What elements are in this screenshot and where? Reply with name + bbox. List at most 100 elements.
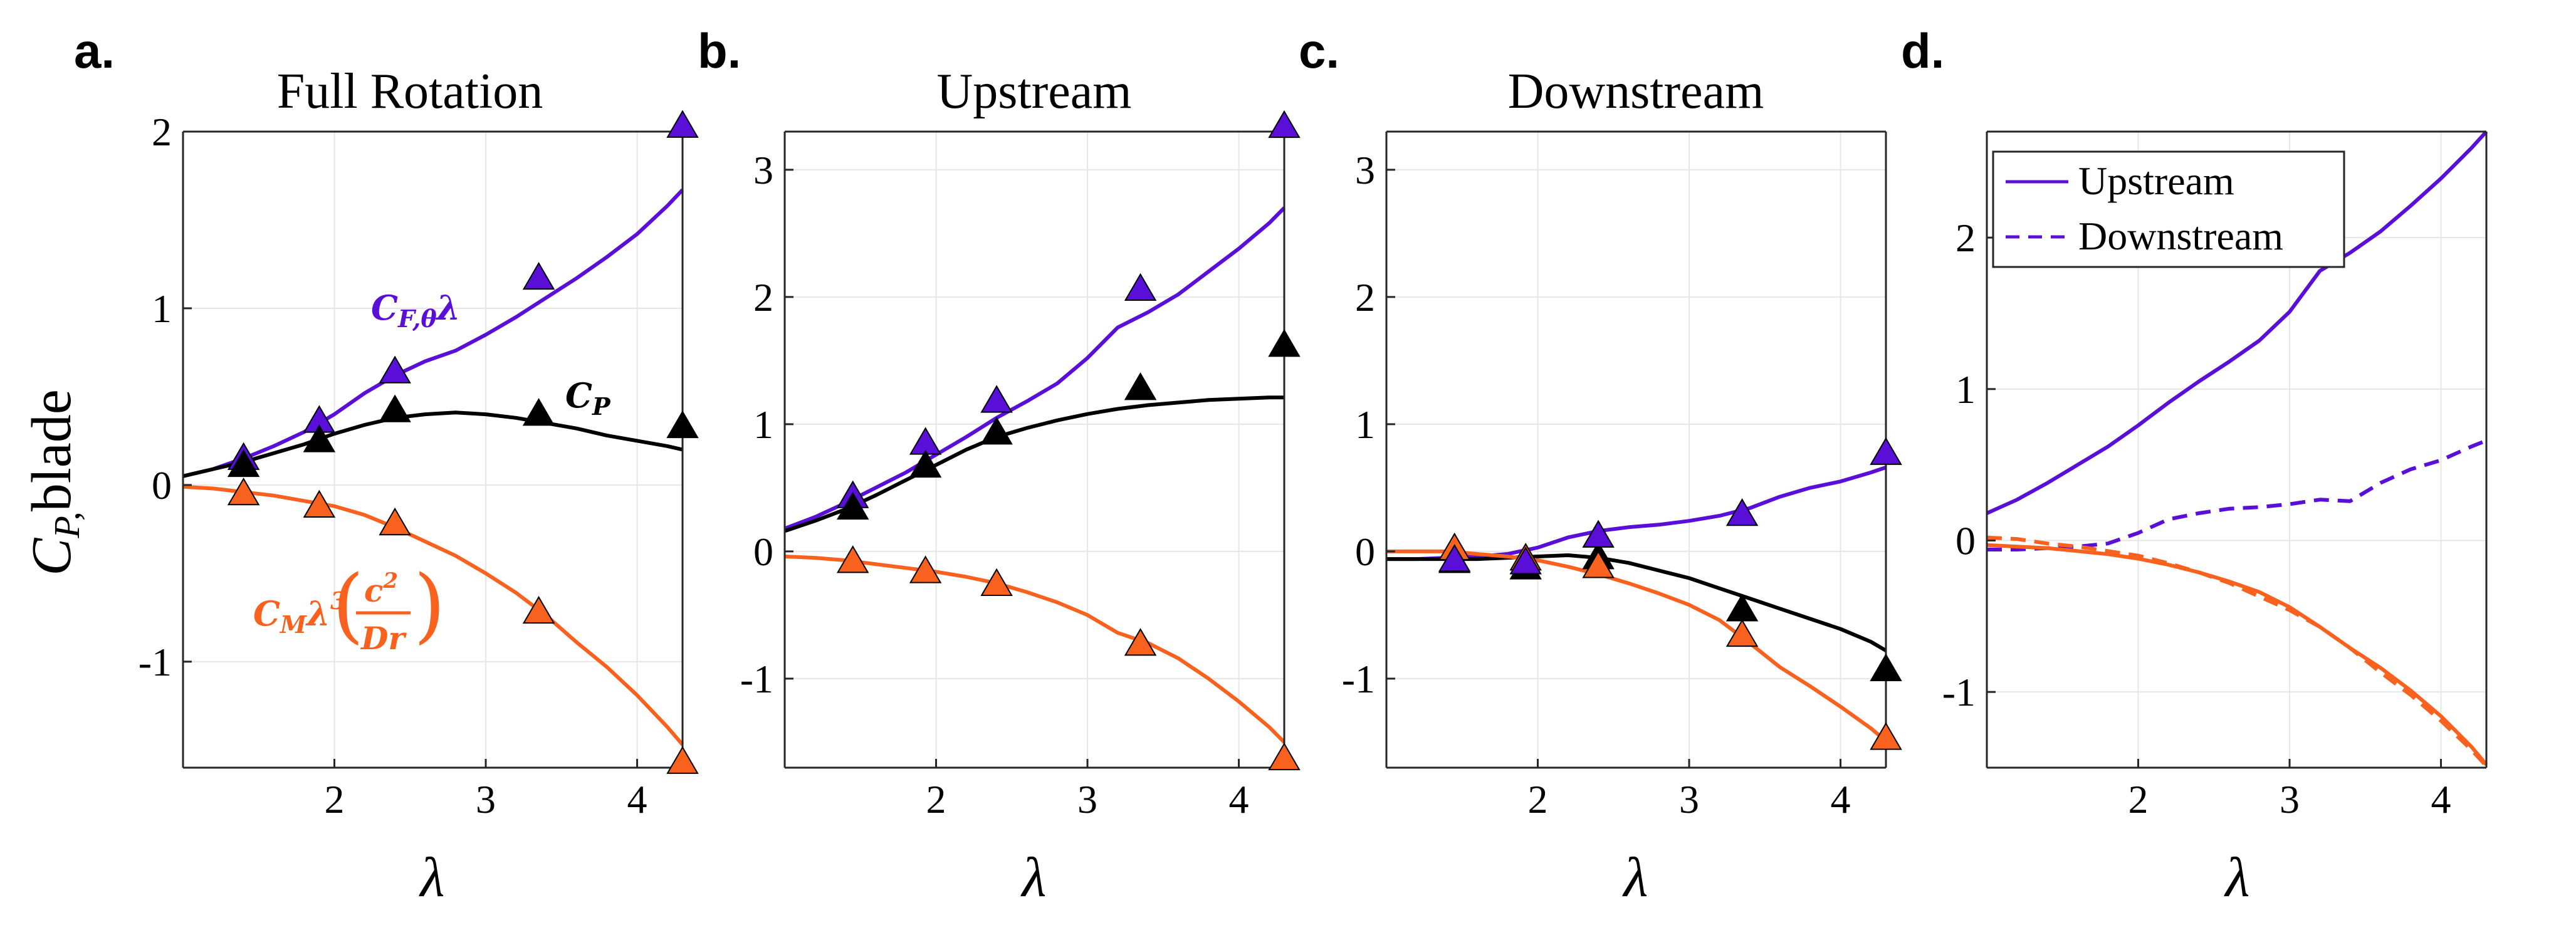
y-tick-label: 0 <box>753 530 773 574</box>
y-tick-label: 1 <box>1956 367 1976 412</box>
marker-purple <box>666 110 699 138</box>
marker-orange <box>303 489 336 518</box>
marker-purple <box>1870 437 1902 465</box>
marker-orange <box>836 545 869 573</box>
panel-a-full-rotation: 2 3 4 -1 0 1 2 <box>139 110 699 822</box>
panel-a-letter: a. <box>74 23 115 78</box>
y-tick-label: 0 <box>152 463 172 508</box>
cm-fraction-denominator: Dr <box>360 620 407 657</box>
legend: Upstream Downstream <box>1992 150 2345 268</box>
y-tick-label: -1 <box>1942 670 1976 714</box>
panel-b-title: Upstream <box>936 64 1131 119</box>
marker-purple <box>980 385 1013 413</box>
y-tick-label: 2 <box>1956 216 1976 260</box>
plot-area <box>1386 132 1886 768</box>
marker-orange <box>1582 550 1615 578</box>
marker-black <box>303 424 336 452</box>
marker-black <box>1268 329 1301 357</box>
y-tick-label: -1 <box>139 640 172 684</box>
cm-fraction-numerator: c2 <box>364 568 398 609</box>
panel-b-letter: b. <box>698 23 741 78</box>
marker-orange <box>227 477 260 506</box>
y-tick-label: 3 <box>753 148 773 192</box>
marker-black <box>909 449 942 478</box>
y-tick-label: 2 <box>152 110 172 154</box>
x-tick-label: 4 <box>627 777 647 822</box>
series-line-purple <box>1386 466 1887 561</box>
marker-purple <box>1124 273 1157 301</box>
marker-black <box>379 394 411 422</box>
y-tick-label: 3 <box>1355 148 1375 192</box>
marker-black <box>836 491 869 520</box>
marker-purple <box>1438 544 1471 572</box>
plot-area <box>183 132 683 768</box>
cm-right-paren: ) <box>414 557 446 652</box>
series-line-black <box>1386 553 1887 652</box>
marker-black <box>227 449 260 478</box>
cm-left-paren: ( <box>332 557 364 652</box>
marker-orange <box>379 507 411 536</box>
marker-orange <box>1268 742 1301 771</box>
marker-purple <box>522 262 555 290</box>
y-axis-label-sub: P, <box>46 511 87 538</box>
y-tick-label: 1 <box>1355 402 1375 447</box>
panel-b-x-axis-label: λ <box>1020 847 1047 909</box>
x-tick-label: 2 <box>1528 777 1548 822</box>
y-tick-label: 2 <box>753 275 773 320</box>
series-line-purple <box>1986 130 2488 515</box>
legend-downstream-label: Downstream <box>2078 214 2283 258</box>
x-tick-label: 3 <box>476 777 496 822</box>
panel-a-title: Full Rotation <box>277 64 543 119</box>
series-line-orange <box>784 555 1285 744</box>
x-tick-label: 2 <box>926 777 946 822</box>
marker-orange <box>980 568 1013 596</box>
panel-c-x-axis-label: λ <box>1622 847 1648 909</box>
x-tick-label: 2 <box>2128 777 2149 822</box>
legend-upstream-label: Upstream <box>2078 159 2234 203</box>
marker-black <box>1124 372 1157 400</box>
legend-box <box>1992 150 2345 268</box>
x-tick-label: 4 <box>1831 777 1851 822</box>
y-tick-label: 1 <box>152 286 172 331</box>
y-axis-label-main: C <box>21 538 83 576</box>
series-line-black <box>784 395 1284 533</box>
series-line-orange-dashed <box>1986 535 2488 768</box>
x-tick-label: 3 <box>1679 777 1699 822</box>
marker-orange <box>1870 722 1902 750</box>
x-tick-label: 4 <box>1229 777 1249 822</box>
series-line-orange <box>1986 543 2488 766</box>
marker-black <box>1870 653 1902 681</box>
series-line-black <box>182 410 683 478</box>
annotation-cf-theta-lambda: CF,θλ <box>371 288 461 333</box>
y-axis-label: CP,blade <box>21 389 87 575</box>
panel-d-letter: d. <box>1901 23 1944 78</box>
marker-black <box>980 417 1013 445</box>
svg-text:CMλ3: CMλ3 <box>253 587 347 639</box>
y-tick-label: 2 <box>1355 275 1375 320</box>
marker-black <box>522 398 555 426</box>
series-line-orange <box>1386 549 1887 743</box>
series-line-orange <box>182 484 684 746</box>
marker-orange <box>666 746 699 774</box>
marker-purple <box>379 355 411 384</box>
y-tick-label: -1 <box>740 657 773 701</box>
marker-orange <box>522 595 555 624</box>
y-axis-label-tail: blade <box>21 389 83 511</box>
plot-area <box>785 132 1284 768</box>
marker-purple <box>1582 520 1615 548</box>
marker-purple <box>1725 498 1759 526</box>
y-tick-label: 0 <box>1956 519 1976 563</box>
panel-b-upstream: 2 3 4 -1 0 1 2 3 <box>740 110 1301 822</box>
marker-black <box>666 410 699 439</box>
y-tick-label: 0 <box>1355 530 1375 574</box>
x-tick-label: 2 <box>325 777 345 822</box>
marker-orange <box>1725 619 1759 647</box>
y-tick-label: -1 <box>1342 657 1375 701</box>
panel-c-downstream: 2 3 4 -1 0 1 2 3 <box>1342 130 1902 822</box>
marker-purple <box>1268 110 1301 138</box>
marker-orange <box>909 555 942 583</box>
marker-orange <box>1124 628 1157 656</box>
series-line-purple <box>783 206 1285 531</box>
marker-purple <box>1509 546 1542 575</box>
